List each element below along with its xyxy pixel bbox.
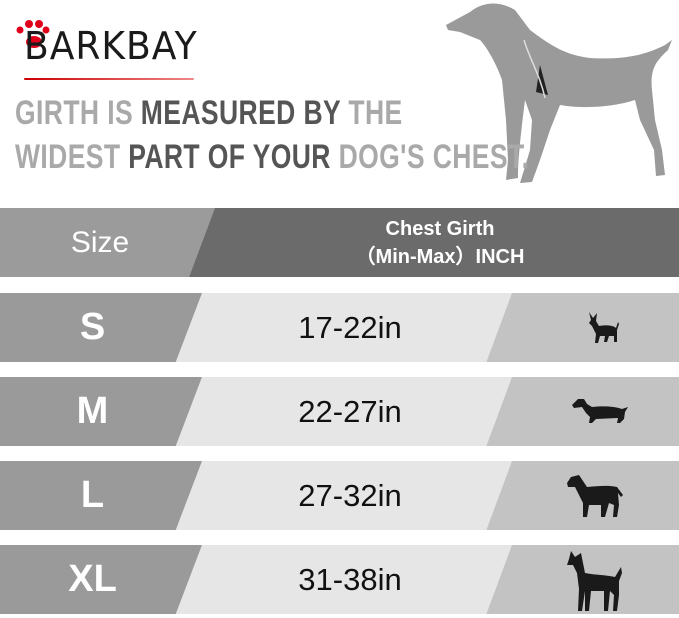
girth-header: Chest Girth （Min-Max）INCH — [300, 208, 580, 277]
headline-part: MEASURED BY — [140, 94, 349, 132]
girth-range: 31-38in — [298, 561, 402, 597]
great-dane-icon — [565, 547, 625, 618]
girth-range: 27-32in — [298, 477, 402, 513]
paw-icon — [16, 20, 50, 48]
logo-underline — [24, 78, 194, 80]
dog-measure-illustration — [446, 3, 672, 183]
headline-part: PART OF YOUR — [128, 138, 339, 176]
headline-line-2: WIDEST PART OF YOUR DOG'S CHEST. — [15, 138, 529, 177]
headline-part: THE — [348, 94, 403, 132]
size-label: S — [79, 306, 106, 348]
chihuahua-icon — [583, 308, 623, 353]
headline-part: WIDEST — [15, 138, 129, 176]
labrador-icon — [565, 471, 625, 526]
girth-range: 17-22in — [298, 309, 402, 345]
brand-logo: BARKBAY — [10, 18, 197, 80]
dachshund-icon — [570, 391, 630, 436]
headline-part: DOG'S CHEST. — [338, 138, 530, 176]
size-row-s: S 17-22in — [0, 293, 679, 362]
girth-header-line-1: Chest Girth — [385, 217, 495, 240]
table-header: Size Chest Girth （Min-Max）INCH — [0, 208, 679, 277]
size-label: XL — [68, 558, 117, 600]
size-label: L — [80, 474, 105, 516]
headline-part: GIRTH IS — [15, 94, 141, 132]
size-row-xl: XL 31-38in — [0, 545, 679, 614]
girth-header-line-2: （Min-Max）INCH — [355, 245, 525, 268]
size-row-m: M 22-27in — [0, 377, 679, 446]
girth-range: 22-27in — [298, 393, 402, 429]
size-row-l: L 27-32in — [0, 461, 679, 530]
size-header: Size — [70, 225, 130, 259]
size-label: M — [76, 390, 109, 432]
headline-line-1: GIRTH IS MEASURED BY THE — [15, 94, 403, 133]
logo-text: BARKBAY — [24, 24, 198, 68]
